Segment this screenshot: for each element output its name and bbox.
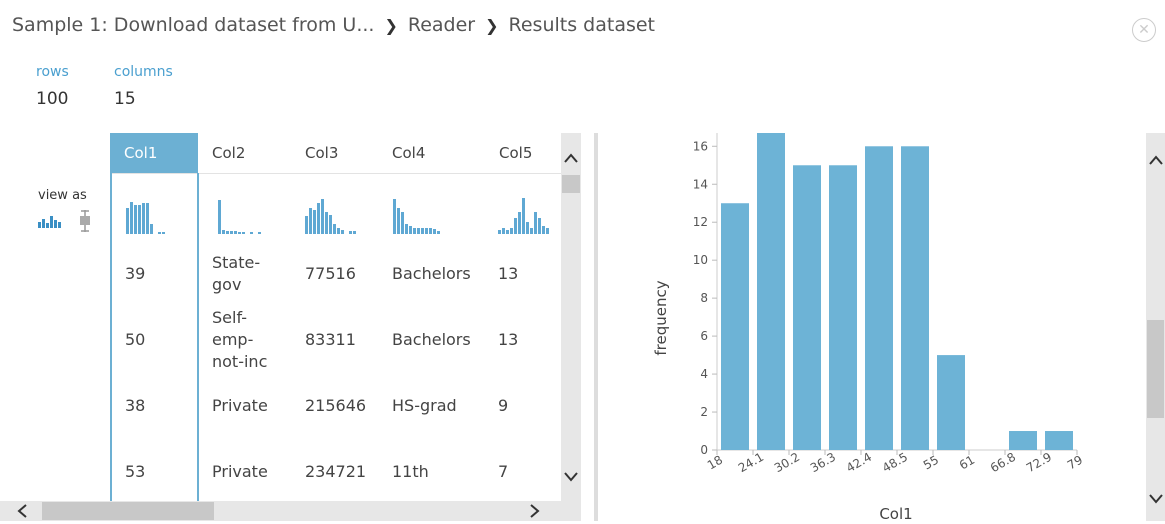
boxplot-view-icon[interactable]	[78, 210, 92, 232]
rows-label: rows	[36, 64, 69, 80]
breadcrumb: Sample 1: Download dataset from U... ❯ R…	[12, 14, 655, 36]
column-header-col2[interactable]: Col2	[212, 144, 246, 162]
table-cell: State- gov	[212, 253, 261, 294]
histogram-bar[interactable]	[1045, 431, 1073, 450]
panel-splitter[interactable]	[594, 133, 598, 521]
histogram-bar[interactable]	[865, 146, 893, 451]
scrollbar-thumb[interactable]	[42, 502, 214, 520]
histogram-view-icon[interactable]	[38, 210, 64, 230]
col1-histogram	[126, 198, 180, 234]
table-cell: Bachelors	[392, 330, 471, 349]
table-cell: 7	[498, 462, 509, 481]
histogram-bar[interactable]	[1009, 431, 1037, 450]
y-axis-label: frequency	[652, 280, 670, 355]
histogram-bar[interactable]	[757, 133, 785, 450]
table-cell: 77516	[305, 264, 356, 283]
table-cell: HS-grad	[392, 396, 457, 415]
x-tick-label: 24.1	[736, 450, 766, 475]
table-cell: 11th	[392, 462, 429, 481]
chevron-right-icon: ❯	[485, 15, 499, 35]
y-tick-label: 0	[700, 443, 708, 457]
y-tick-label: 10	[693, 253, 708, 267]
scroll-down-icon[interactable]	[1148, 489, 1164, 510]
histogram-bar[interactable]	[793, 165, 821, 450]
y-tick-label: 14	[693, 177, 708, 191]
x-tick-label: 66.8	[988, 450, 1018, 475]
table-cell: 9	[498, 396, 509, 415]
x-tick-label: 36.3	[808, 450, 838, 475]
breadcrumb-item-experiment[interactable]: Sample 1: Download dataset from U...	[12, 14, 375, 36]
x-tick-label: 72.9	[1024, 450, 1054, 475]
chevron-right-icon: ❯	[384, 15, 398, 35]
column-header-col5[interactable]: Col5	[499, 144, 533, 162]
column-header-col1[interactable]: Col1	[110, 133, 198, 173]
chart-vertical-scrollbar[interactable]	[1146, 133, 1165, 521]
x-tick-label: 18	[705, 453, 725, 473]
histogram-bar[interactable]	[829, 165, 857, 450]
x-tick-label: 30.2	[772, 450, 802, 475]
table-cell: Bachelors	[392, 264, 471, 283]
col4-histogram	[393, 198, 445, 238]
table-cell: Private	[212, 396, 268, 415]
columns-label: columns	[114, 64, 173, 80]
column-header-col3[interactable]: Col3	[305, 144, 339, 162]
scroll-left-icon[interactable]	[16, 503, 28, 524]
table-horizontal-scrollbar[interactable]	[0, 501, 581, 521]
col2-histogram	[218, 198, 264, 238]
y-tick-label: 16	[693, 139, 708, 153]
col3-histogram	[305, 198, 359, 238]
table-cell: 53	[125, 462, 146, 481]
view-as-label: view as	[38, 188, 87, 203]
histogram-bar[interactable]	[721, 203, 749, 450]
table-cell: 38	[125, 396, 146, 415]
breadcrumb-item-output: Results dataset	[508, 14, 655, 36]
table-cell: Self- emp- not-inc	[212, 308, 268, 371]
scroll-right-icon[interactable]	[529, 503, 541, 524]
table-cell: Private	[212, 462, 268, 481]
rows-value: 100	[36, 89, 69, 109]
column-histogram-chart: 0 2 4 6 8 10 12 14 16 18 24.1 30.2 36.3 42.4 48.5 55 61…	[652, 133, 1085, 521]
scroll-down-icon[interactable]	[563, 467, 579, 488]
breadcrumb-item-module[interactable]: Reader	[407, 14, 476, 36]
table-cell: 39	[125, 264, 146, 283]
col5-histogram	[498, 198, 554, 238]
y-tick-label: 4	[700, 367, 708, 381]
column-header-col4[interactable]: Col4	[392, 144, 426, 162]
x-tick-label: 55	[921, 453, 941, 473]
scroll-up-icon[interactable]	[563, 148, 579, 169]
table-cell: 13	[498, 264, 519, 283]
scrollbar-thumb[interactable]	[562, 175, 580, 193]
scrollbar-thumb[interactable]	[1147, 320, 1164, 418]
x-tick-label: 61	[957, 453, 977, 473]
scroll-up-icon[interactable]	[1148, 150, 1164, 171]
x-tick-label: 48.5	[880, 450, 910, 475]
columns-value: 15	[114, 89, 136, 109]
table-cell: 83311	[305, 330, 356, 349]
x-axis-label: Col1	[879, 505, 912, 521]
y-tick-label: 6	[700, 329, 708, 343]
x-tick-label: 79	[1065, 453, 1085, 473]
y-tick-label: 8	[700, 291, 708, 305]
table-vertical-scrollbar[interactable]	[561, 133, 581, 501]
table-cell: 215646	[305, 396, 367, 415]
data-table: Col1 Col2 Col3 Col4 Col5	[110, 133, 561, 501]
table-cell: 13	[498, 330, 519, 349]
table-cell: 50	[125, 330, 146, 349]
table-cell: 234721	[305, 462, 367, 481]
y-tick-label: 12	[693, 215, 708, 229]
close-icon[interactable]: ✕	[1132, 18, 1156, 42]
x-tick-label: 42.4	[844, 450, 874, 475]
y-tick-label: 2	[700, 405, 708, 419]
histogram-bar[interactable]	[901, 146, 929, 451]
histogram-bar[interactable]	[937, 355, 965, 450]
